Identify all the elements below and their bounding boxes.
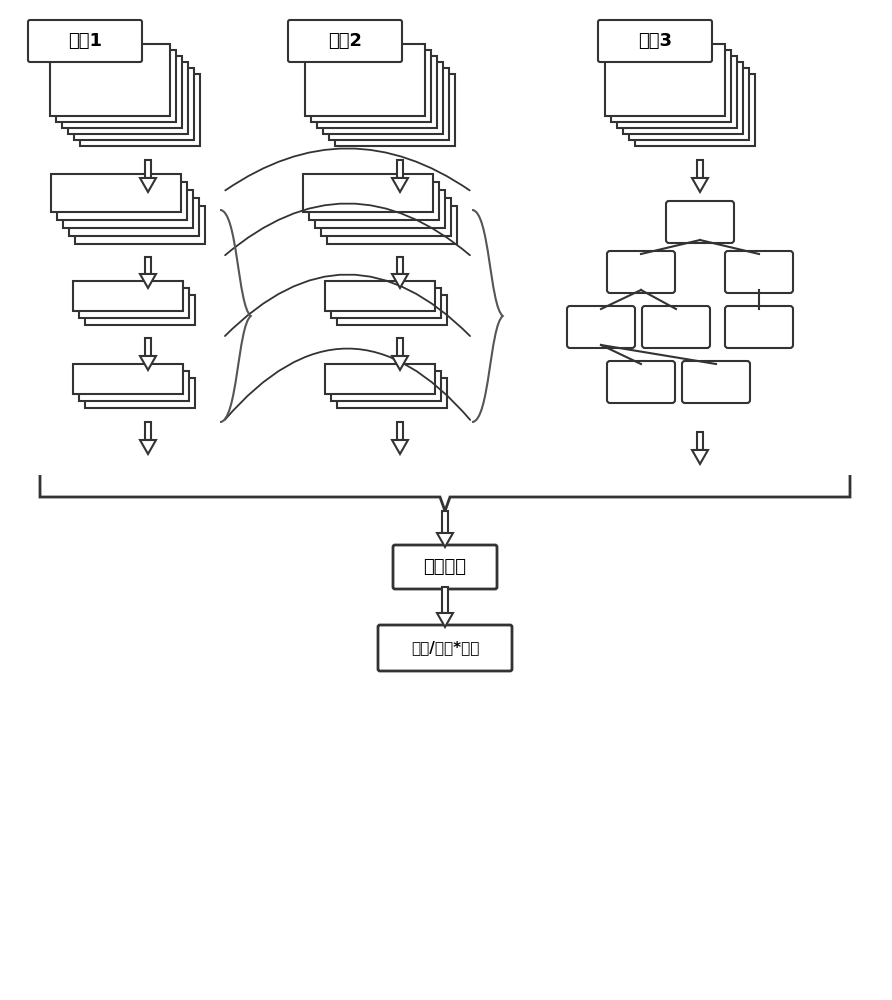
FancyBboxPatch shape	[28, 20, 142, 62]
Polygon shape	[392, 440, 408, 454]
Bar	[311, 50, 431, 122]
Polygon shape	[140, 440, 156, 454]
Polygon shape	[392, 356, 408, 370]
Bar	[697, 160, 703, 178]
Bar	[73, 364, 183, 394]
Bar	[697, 432, 703, 450]
FancyBboxPatch shape	[393, 545, 497, 589]
Polygon shape	[392, 178, 408, 192]
Bar	[337, 378, 447, 408]
Bar	[337, 295, 447, 325]
Bar	[63, 190, 193, 228]
FancyBboxPatch shape	[725, 306, 793, 348]
Bar	[80, 74, 200, 146]
Text: 模型1: 模型1	[68, 32, 102, 50]
Bar	[317, 56, 437, 128]
FancyBboxPatch shape	[607, 251, 675, 293]
Bar	[329, 68, 449, 140]
Polygon shape	[140, 356, 156, 370]
FancyBboxPatch shape	[666, 201, 734, 243]
Bar	[315, 190, 445, 228]
Bar	[57, 182, 187, 220]
Polygon shape	[437, 533, 453, 547]
Bar	[635, 74, 755, 146]
Bar	[145, 338, 151, 356]
Bar	[397, 422, 403, 440]
Polygon shape	[140, 178, 156, 192]
Text: 球镜/柱镜*轴向: 球镜/柱镜*轴向	[411, 641, 479, 656]
Bar	[305, 44, 425, 116]
Bar	[331, 371, 441, 401]
Bar	[145, 257, 151, 274]
Bar	[51, 174, 181, 212]
FancyBboxPatch shape	[567, 306, 635, 348]
Text: 模型3: 模型3	[638, 32, 672, 50]
Bar	[85, 378, 195, 408]
Bar	[397, 160, 403, 178]
Bar	[327, 206, 457, 244]
Bar	[331, 288, 441, 318]
Bar	[74, 68, 194, 140]
Bar	[605, 44, 725, 116]
FancyBboxPatch shape	[642, 306, 710, 348]
FancyBboxPatch shape	[607, 361, 675, 403]
Text: 模型2: 模型2	[328, 32, 362, 50]
FancyBboxPatch shape	[288, 20, 402, 62]
Bar	[69, 198, 199, 236]
FancyBboxPatch shape	[725, 251, 793, 293]
Text: 混合模型: 混合模型	[424, 558, 467, 576]
Bar	[56, 50, 176, 122]
Bar	[73, 281, 183, 311]
Bar	[442, 587, 448, 613]
Bar	[321, 198, 451, 236]
Bar	[79, 371, 189, 401]
FancyBboxPatch shape	[598, 20, 712, 62]
FancyBboxPatch shape	[378, 625, 512, 671]
Bar	[75, 206, 205, 244]
Bar	[617, 56, 737, 128]
Bar	[79, 288, 189, 318]
Polygon shape	[692, 178, 708, 192]
Bar	[50, 44, 170, 116]
Bar	[325, 364, 435, 394]
Bar	[623, 62, 743, 134]
Bar	[397, 338, 403, 356]
Bar	[335, 74, 455, 146]
Bar	[145, 160, 151, 178]
Bar	[85, 295, 195, 325]
Polygon shape	[140, 274, 156, 288]
Bar	[309, 182, 439, 220]
Bar	[397, 257, 403, 274]
Bar	[629, 68, 749, 140]
Polygon shape	[392, 274, 408, 288]
FancyBboxPatch shape	[682, 361, 750, 403]
Bar	[611, 50, 731, 122]
Polygon shape	[437, 613, 453, 627]
Bar	[62, 56, 182, 128]
Bar	[442, 511, 448, 533]
Bar	[323, 62, 443, 134]
Bar	[68, 62, 188, 134]
Bar	[325, 281, 435, 311]
Polygon shape	[692, 450, 708, 464]
Bar	[303, 174, 433, 212]
Bar	[145, 422, 151, 440]
